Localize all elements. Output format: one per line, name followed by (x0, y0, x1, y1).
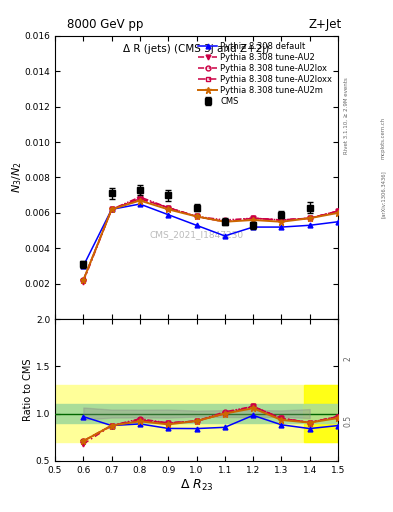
Pythia 8.308 tune-AU2 (194, 214, 199, 220)
Pythia 8.308 tune-AU2loxx (307, 215, 312, 221)
Text: Z+Jet: Z+Jet (309, 18, 342, 31)
Text: Rivet 3.1.10, ≥ 2.9M events: Rivet 3.1.10, ≥ 2.9M events (343, 77, 349, 154)
Pythia 8.308 default (81, 263, 86, 269)
Pythia 8.308 tune-AU2 (307, 215, 312, 221)
Pythia 8.308 default (222, 233, 227, 239)
Pythia 8.308 tune-AU2loxx (166, 204, 171, 210)
Text: [arXiv:1306.3436]: [arXiv:1306.3436] (381, 170, 386, 219)
Pythia 8.308 tune-AU2 (279, 217, 284, 223)
Pythia 8.308 tune-AU2lox (279, 217, 284, 223)
Pythia 8.308 tune-AU2m (251, 217, 255, 223)
Pythia 8.308 tune-AU2loxx (81, 277, 86, 283)
Bar (304, 404, 338, 423)
Pythia 8.308 tune-AU2lox (251, 215, 255, 221)
Pythia 8.308 tune-AU2m (194, 214, 199, 220)
Pythia 8.308 tune-AU2lox (166, 204, 171, 210)
Pythia 8.308 tune-AU2lox (138, 194, 142, 200)
Pythia 8.308 default (336, 219, 340, 225)
Pythia 8.308 default (307, 222, 312, 228)
Pythia 8.308 tune-AU2loxx (109, 206, 114, 212)
Pythia 8.308 tune-AU2loxx (336, 208, 340, 214)
Pythia 8.308 tune-AU2 (166, 204, 171, 210)
Text: mcplots.cern.ch: mcplots.cern.ch (381, 117, 386, 159)
Pythia 8.308 tune-AU2loxx (251, 215, 255, 221)
Line: Pythia 8.308 tune-AU2: Pythia 8.308 tune-AU2 (81, 196, 340, 284)
Text: Δ R (jets) (CMS 3j and Z+2j): Δ R (jets) (CMS 3j and Z+2j) (123, 45, 270, 54)
Pythia 8.308 tune-AU2lox (81, 277, 86, 283)
Pythia 8.308 tune-AU2lox (109, 206, 114, 212)
Pythia 8.308 tune-AU2m (222, 219, 227, 225)
Pythia 8.308 tune-AU2loxx (138, 196, 142, 202)
Pythia 8.308 default (194, 222, 199, 228)
Bar (55, 404, 338, 423)
Pythia 8.308 default (109, 206, 114, 212)
Pythia 8.308 tune-AU2 (109, 206, 114, 212)
Pythia 8.308 tune-AU2loxx (222, 219, 227, 225)
Bar (304, 385, 338, 442)
Pythia 8.308 tune-AU2lox (194, 214, 199, 220)
Pythia 8.308 tune-AU2 (251, 215, 255, 221)
X-axis label: $\Delta\ R_{23}$: $\Delta\ R_{23}$ (180, 477, 213, 493)
Line: Pythia 8.308 tune-AU2m: Pythia 8.308 tune-AU2m (80, 197, 342, 284)
Pythia 8.308 tune-AU2m (307, 215, 312, 221)
Pythia 8.308 default (166, 211, 171, 218)
Pythia 8.308 tune-AU2m (279, 219, 284, 225)
Text: 2: 2 (343, 356, 353, 361)
Pythia 8.308 tune-AU2m (166, 206, 171, 212)
Pythia 8.308 tune-AU2m (81, 277, 86, 283)
Pythia 8.308 default (251, 224, 255, 230)
Y-axis label: $N_3/N_2$: $N_3/N_2$ (10, 162, 24, 194)
Legend: Pythia 8.308 default, Pythia 8.308 tune-AU2, Pythia 8.308 tune-AU2lox, Pythia 8.: Pythia 8.308 default, Pythia 8.308 tune-… (197, 40, 334, 108)
Pythia 8.308 tune-AU2 (222, 219, 227, 225)
Line: Pythia 8.308 tune-AU2lox: Pythia 8.308 tune-AU2lox (81, 195, 340, 283)
Text: 0.5: 0.5 (343, 415, 353, 427)
Pythia 8.308 default (138, 201, 142, 207)
Bar (55, 385, 338, 442)
Pythia 8.308 tune-AU2 (81, 279, 86, 285)
Text: CMS_2021_I1847230: CMS_2021_I1847230 (149, 230, 244, 239)
Line: Pythia 8.308 default: Pythia 8.308 default (81, 202, 340, 268)
Text: 8000 GeV pp: 8000 GeV pp (67, 18, 143, 31)
Pythia 8.308 tune-AU2m (138, 198, 142, 204)
Y-axis label: Ratio to CMS: Ratio to CMS (23, 359, 33, 421)
Pythia 8.308 default (279, 224, 284, 230)
Pythia 8.308 tune-AU2m (109, 206, 114, 212)
Pythia 8.308 tune-AU2lox (307, 215, 312, 221)
Pythia 8.308 tune-AU2 (138, 196, 142, 202)
Pythia 8.308 tune-AU2 (336, 208, 340, 214)
Pythia 8.308 tune-AU2lox (222, 217, 227, 223)
Line: Pythia 8.308 tune-AU2loxx: Pythia 8.308 tune-AU2loxx (81, 196, 340, 283)
Pythia 8.308 tune-AU2loxx (194, 214, 199, 220)
Pythia 8.308 tune-AU2m (336, 210, 340, 216)
Pythia 8.308 tune-AU2loxx (279, 217, 284, 223)
Pythia 8.308 tune-AU2lox (336, 208, 340, 214)
